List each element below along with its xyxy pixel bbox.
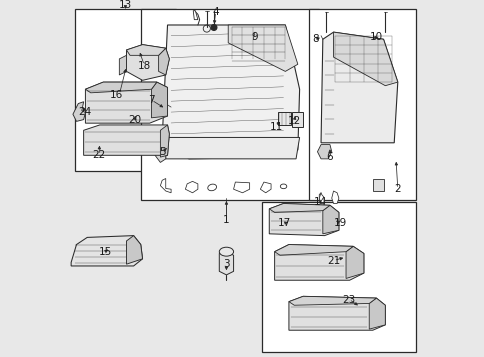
Ellipse shape — [207, 184, 216, 191]
Bar — [308, 9, 415, 200]
Polygon shape — [85, 82, 156, 93]
Polygon shape — [345, 246, 363, 278]
Text: 14: 14 — [313, 197, 326, 207]
Ellipse shape — [219, 247, 233, 256]
Polygon shape — [269, 203, 329, 212]
Polygon shape — [162, 25, 299, 159]
Text: 15: 15 — [98, 247, 111, 257]
Circle shape — [211, 25, 216, 30]
Text: 17: 17 — [277, 218, 291, 228]
Bar — [75, 9, 176, 171]
Text: 16: 16 — [110, 90, 123, 100]
Text: 20: 20 — [128, 115, 141, 125]
Text: 7: 7 — [148, 95, 154, 105]
Polygon shape — [151, 82, 167, 118]
Polygon shape — [233, 182, 249, 193]
Text: 22: 22 — [92, 150, 106, 160]
Polygon shape — [260, 182, 271, 193]
Polygon shape — [372, 178, 383, 191]
Text: 10: 10 — [369, 32, 382, 42]
Polygon shape — [73, 102, 85, 121]
Polygon shape — [322, 205, 338, 234]
Polygon shape — [126, 236, 142, 264]
Polygon shape — [185, 181, 197, 193]
Polygon shape — [269, 203, 338, 236]
Polygon shape — [158, 48, 169, 75]
Text: 24: 24 — [78, 107, 91, 117]
Text: 3: 3 — [223, 259, 229, 269]
Text: 11: 11 — [269, 122, 283, 132]
Polygon shape — [278, 112, 290, 125]
Text: 9: 9 — [251, 32, 258, 42]
Polygon shape — [317, 145, 331, 159]
Text: 21: 21 — [326, 256, 339, 266]
Text: 23: 23 — [342, 295, 355, 305]
Polygon shape — [333, 32, 397, 86]
Ellipse shape — [280, 184, 286, 189]
Polygon shape — [155, 141, 166, 162]
Text: 6: 6 — [326, 152, 333, 162]
Polygon shape — [83, 125, 169, 155]
Text: 4: 4 — [212, 7, 219, 17]
Text: 19: 19 — [333, 218, 347, 228]
Polygon shape — [126, 45, 169, 80]
Polygon shape — [85, 82, 167, 123]
Polygon shape — [71, 236, 142, 266]
Polygon shape — [291, 112, 302, 127]
Text: 12: 12 — [287, 116, 300, 126]
Polygon shape — [368, 298, 384, 329]
Text: 2: 2 — [393, 184, 400, 194]
Polygon shape — [126, 45, 166, 55]
Text: 18: 18 — [137, 61, 151, 71]
Polygon shape — [193, 11, 197, 20]
Bar — [261, 202, 415, 352]
Polygon shape — [318, 193, 324, 203]
Polygon shape — [166, 137, 299, 159]
Polygon shape — [288, 296, 376, 305]
Polygon shape — [274, 245, 363, 280]
Polygon shape — [160, 178, 171, 193]
Polygon shape — [320, 32, 397, 143]
Polygon shape — [119, 55, 126, 75]
Polygon shape — [160, 125, 169, 157]
Polygon shape — [274, 245, 352, 255]
Polygon shape — [228, 25, 297, 71]
Polygon shape — [331, 191, 338, 203]
Text: 1: 1 — [223, 215, 229, 225]
Text: 13: 13 — [119, 0, 132, 10]
Text: 8: 8 — [312, 34, 318, 44]
Polygon shape — [288, 296, 384, 330]
Polygon shape — [219, 252, 233, 275]
Bar — [140, 9, 318, 200]
Text: 5: 5 — [159, 147, 165, 157]
